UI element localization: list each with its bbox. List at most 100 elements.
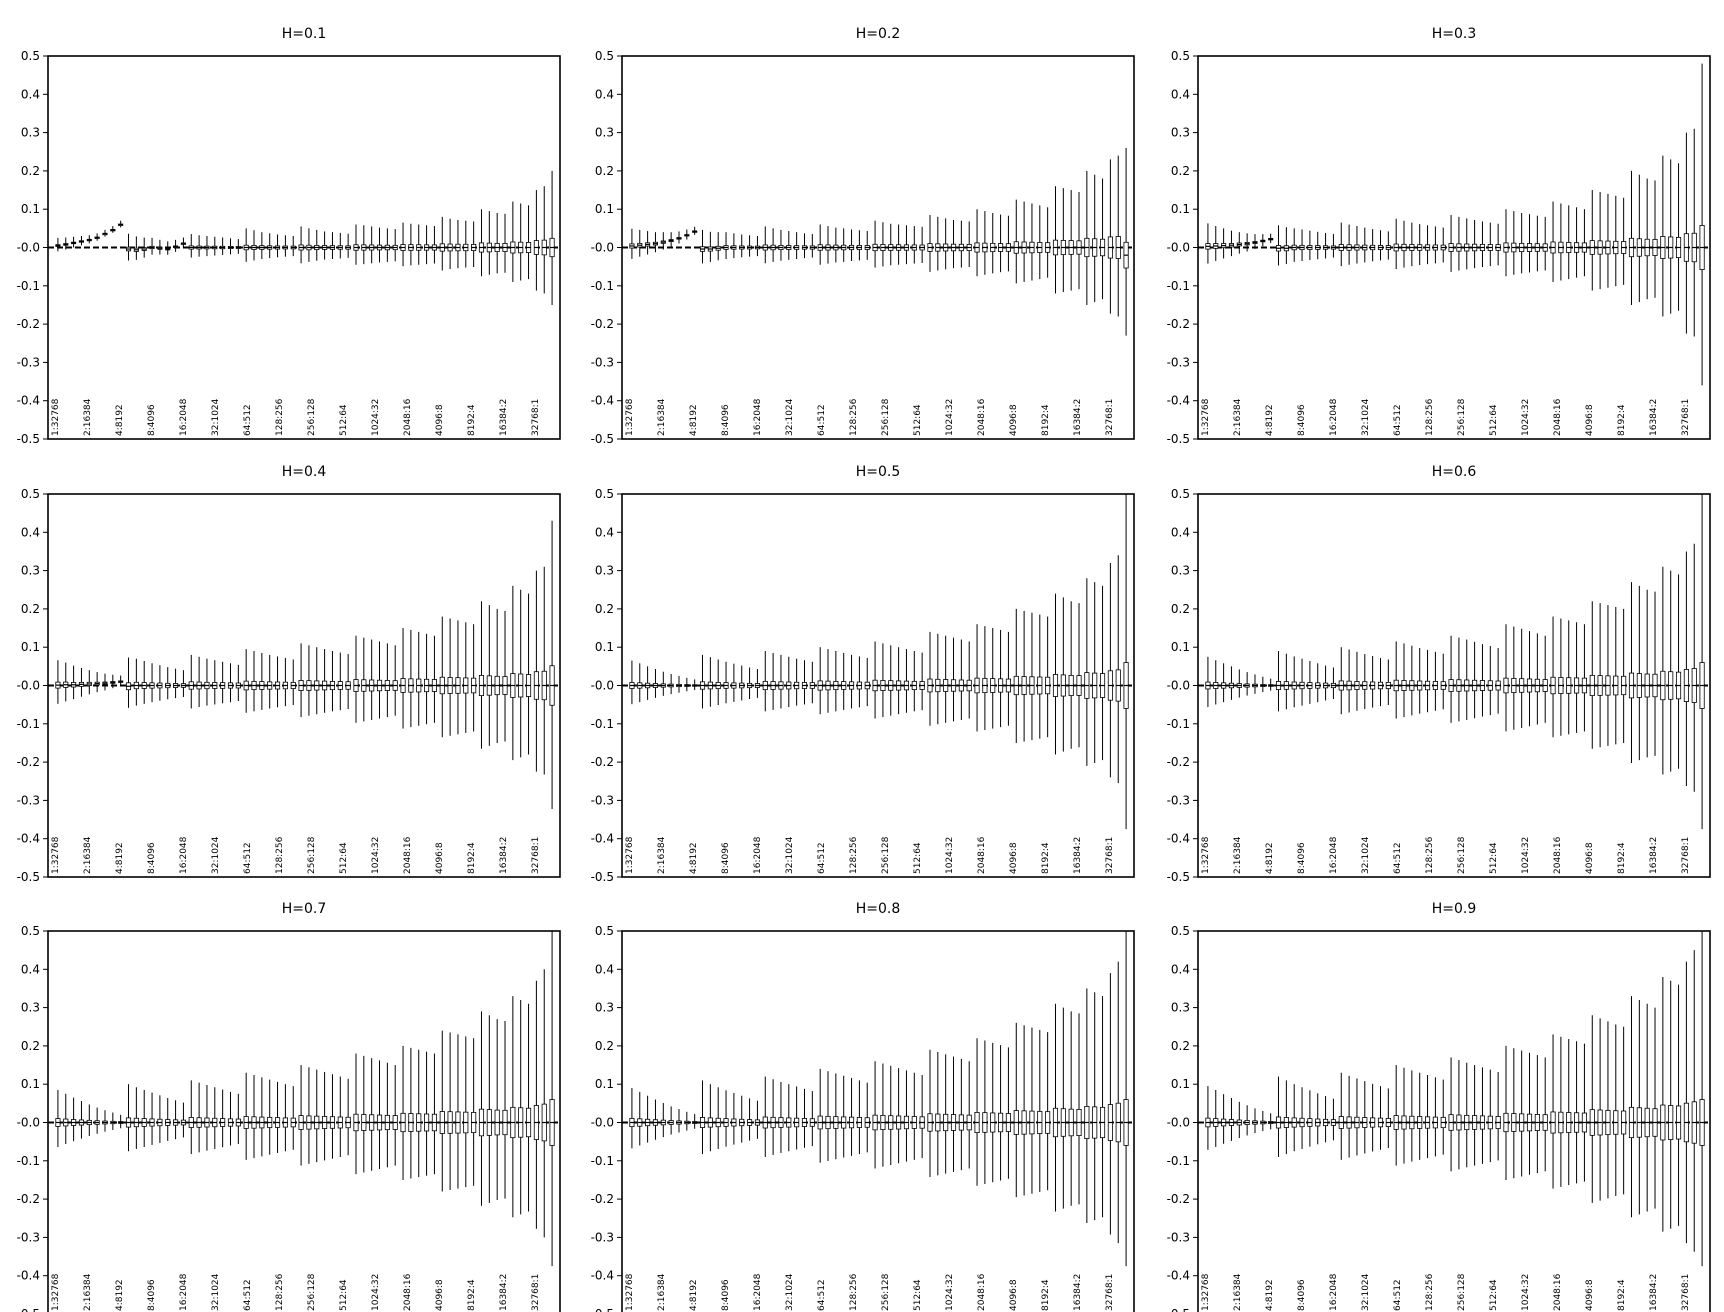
y-tick-label: 0.4 — [21, 962, 40, 976]
x-tick-label: 8192:4 — [467, 404, 477, 436]
y-tick-label: -0.1 — [591, 1154, 614, 1168]
x-tick-label: 32:1024 — [1361, 398, 1371, 436]
x-tick-label: 64:512 — [1393, 404, 1403, 436]
x-tick-label: 1:32768 — [1201, 398, 1211, 436]
y-tick-label: 0.2 — [595, 164, 614, 178]
chart-panel: H=0.8 0.5 0.4 0.3 0.2 0.1 -0.0 -0.1 -0.2 -0.3 -0.4… — [591, 901, 1135, 1312]
x-tick-label: 1024:32 — [1521, 837, 1531, 874]
y-tick-label: 0.4 — [595, 87, 614, 101]
x-tick-label: 8:4096 — [1297, 404, 1307, 436]
x-tick-label: 16384:2 — [1649, 1274, 1659, 1311]
chart-panel: H=0.5 0.5 0.4 0.3 0.2 0.1 -0.0 -0.1 -0.2 -0.3 -0.4… — [591, 464, 1135, 884]
y-tick-label: -0.4 — [591, 1269, 614, 1283]
y-tick-label: -0.1 — [1167, 279, 1190, 293]
x-tick-label: 2:16384 — [83, 836, 93, 874]
x-tick-label: 32768:1 — [1105, 1274, 1115, 1311]
x-tick-label: 8:4096 — [1297, 842, 1307, 874]
chart-title: H=0.2 — [856, 26, 901, 42]
x-tick-label: 16:2048 — [753, 1273, 763, 1311]
x-tick-label: 16:2048 — [1329, 1273, 1339, 1311]
y-tick-label: 0.5 — [21, 487, 40, 501]
x-tick-label: 128:256 — [849, 836, 859, 874]
x-tick-label: 2:16384 — [657, 836, 667, 874]
x-tick-label: 8192:4 — [1617, 1279, 1627, 1311]
y-tick-label: 0.4 — [1171, 962, 1190, 976]
y-tick-label: 0.2 — [21, 602, 40, 616]
x-tick-label: 2048:16 — [977, 1273, 987, 1311]
x-tick-label: 8192:4 — [1617, 842, 1627, 874]
x-tick-label: 1:32768 — [1201, 1273, 1211, 1311]
x-tick-label: 16:2048 — [753, 836, 763, 874]
x-tick-label: 16:2048 — [1329, 836, 1339, 874]
x-tick-label: 4:8192 — [689, 1279, 699, 1311]
x-tick-label: 16384:2 — [1073, 1274, 1083, 1311]
chart-panel: H=0.9 0.5 0.4 0.3 0.2 0.1 -0.0 -0.1 -0.2 -0.3 -0.4… — [1167, 901, 1711, 1312]
y-tick-label: 0.1 — [595, 640, 614, 654]
y-tick-label: 0.3 — [595, 126, 614, 140]
y-tick-label: 0.1 — [595, 1077, 614, 1091]
x-tick-label: 16384:2 — [499, 399, 509, 436]
x-tick-label: 8:4096 — [147, 404, 157, 436]
x-tick-label: 2:16384 — [657, 398, 667, 436]
x-tick-label: 64:512 — [243, 1279, 253, 1311]
x-tick-label: 512:64 — [913, 842, 923, 874]
x-tick-label: 4:8192 — [1265, 842, 1275, 874]
y-tick-label: -0.0 — [17, 679, 40, 693]
x-tick-label: 16:2048 — [179, 398, 189, 436]
y-tick-label: -0.0 — [17, 241, 40, 255]
y-tick-label: 0.3 — [21, 564, 40, 578]
x-tick-label: 8192:4 — [467, 1279, 477, 1311]
x-tick-label: 512:64 — [1489, 404, 1499, 436]
y-tick-label: 0.1 — [21, 640, 40, 654]
x-tick-label: 1:32768 — [625, 836, 635, 874]
y-tick-label: -0.1 — [591, 279, 614, 293]
x-tick-label: 256:128 — [307, 1273, 317, 1311]
x-tick-label: 16384:2 — [1649, 837, 1659, 874]
y-tick-label: -0.4 — [591, 394, 614, 408]
y-tick-label: 0.5 — [21, 49, 40, 63]
chart-title: H=0.1 — [282, 26, 327, 42]
x-tick-label: 128:256 — [1425, 398, 1435, 436]
y-tick-label: 0.3 — [21, 1001, 40, 1015]
y-tick-label: 0.4 — [1171, 87, 1190, 101]
x-tick-label: 256:128 — [1457, 836, 1467, 874]
x-tick-label: 32:1024 — [785, 1273, 795, 1311]
y-tick-label: -0.0 — [591, 241, 614, 255]
x-tick-label: 32:1024 — [785, 398, 795, 436]
y-tick-label: -0.5 — [1167, 432, 1190, 446]
x-tick-label: 2:16384 — [83, 398, 93, 436]
x-tick-label: 32768:1 — [531, 837, 541, 874]
y-tick-label: -0.3 — [591, 793, 614, 807]
x-tick-label: 2048:16 — [1553, 836, 1563, 874]
y-tick-label: 0.4 — [21, 87, 40, 101]
y-tick-label: -0.3 — [1167, 793, 1190, 807]
y-tick-label: 0.4 — [1171, 525, 1190, 539]
chart-title: H=0.9 — [1432, 901, 1477, 917]
y-tick-label: -0.4 — [1167, 832, 1190, 846]
y-tick-label: -0.3 — [591, 355, 614, 369]
y-tick-label: 0.3 — [595, 1001, 614, 1015]
x-tick-label: 4:8192 — [689, 842, 699, 874]
y-tick-label: 0.4 — [595, 962, 614, 976]
y-tick-label: -0.5 — [17, 432, 40, 446]
y-tick-label: -0.1 — [1167, 1154, 1190, 1168]
x-tick-label: 32:1024 — [1361, 836, 1371, 874]
x-tick-label: 32768:1 — [1105, 837, 1115, 874]
x-tick-label: 2048:16 — [1553, 1273, 1563, 1311]
x-tick-label: 32:1024 — [785, 836, 795, 874]
y-tick-label: 0.2 — [595, 602, 614, 616]
y-tick-label: 0.3 — [595, 564, 614, 578]
x-tick-label: 1024:32 — [371, 399, 381, 436]
chart-panel: H=0.6 0.5 0.4 0.3 0.2 0.1 -0.0 -0.1 -0.2 -0.3 -0.4… — [1167, 464, 1711, 884]
x-tick-label: 8192:4 — [467, 842, 477, 874]
y-tick-label: -0.4 — [1167, 394, 1190, 408]
x-tick-label: 4096:8 — [435, 404, 445, 436]
x-tick-label: 128:256 — [1425, 1273, 1435, 1311]
x-tick-label: 128:256 — [275, 398, 285, 436]
x-tick-label: 32768:1 — [1105, 399, 1115, 436]
x-tick-label: 2048:16 — [403, 836, 413, 874]
y-tick-label: 0.1 — [1171, 1077, 1190, 1091]
y-tick-label: -0.5 — [591, 432, 614, 446]
x-tick-label: 16384:2 — [499, 837, 509, 874]
